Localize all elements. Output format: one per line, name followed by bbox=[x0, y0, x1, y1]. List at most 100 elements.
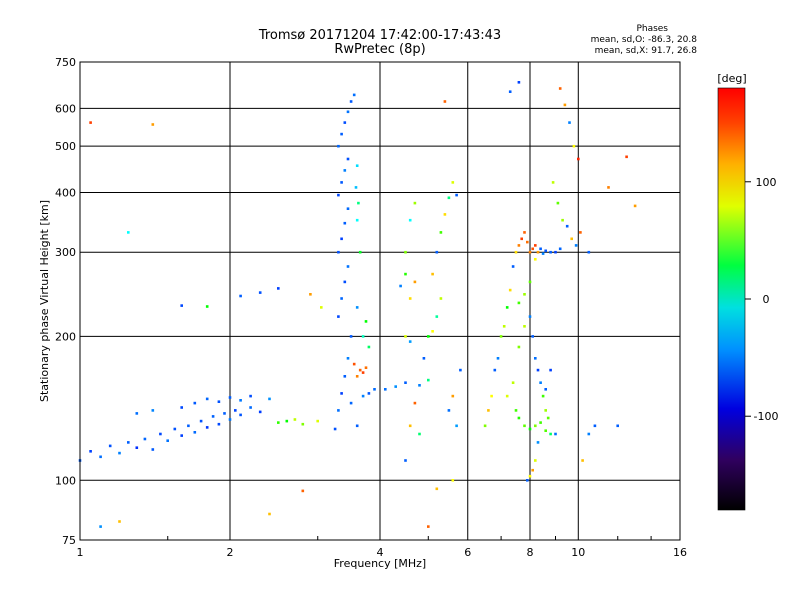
data-point bbox=[408, 218, 412, 222]
data-point bbox=[593, 424, 597, 428]
data-point bbox=[633, 204, 637, 208]
data-point bbox=[361, 371, 365, 374]
data-point bbox=[337, 250, 340, 254]
data-point bbox=[439, 231, 443, 234]
data-point bbox=[239, 399, 242, 402]
data-point bbox=[361, 335, 365, 338]
data-point bbox=[346, 207, 350, 210]
data-point bbox=[534, 424, 537, 428]
data-point bbox=[340, 237, 343, 241]
x-tick-label: 1 bbox=[77, 546, 84, 559]
data-point bbox=[554, 432, 557, 436]
data-point bbox=[193, 431, 197, 434]
data-point bbox=[151, 409, 155, 412]
data-point bbox=[443, 100, 447, 103]
data-point bbox=[568, 121, 571, 124]
data-point bbox=[228, 396, 232, 399]
data-point bbox=[408, 340, 412, 343]
colorbar-tick-label: 0 bbox=[763, 293, 770, 306]
data-point bbox=[404, 272, 407, 276]
data-point bbox=[490, 394, 493, 398]
data-point bbox=[159, 432, 162, 436]
data-point bbox=[528, 250, 532, 254]
data-point bbox=[99, 525, 102, 528]
chart-title: Tromsø 20171204 17:42:00-17:43:43 bbox=[258, 28, 501, 43]
data-point bbox=[277, 287, 280, 290]
y-tick-label: 750 bbox=[55, 56, 76, 69]
data-point bbox=[127, 441, 130, 444]
data-point bbox=[205, 426, 209, 429]
data-point bbox=[496, 357, 500, 360]
data-point bbox=[249, 406, 252, 409]
data-point bbox=[534, 459, 537, 462]
data-point bbox=[528, 315, 532, 318]
data-point bbox=[505, 306, 509, 309]
data-point bbox=[579, 231, 582, 234]
data-point bbox=[528, 280, 532, 284]
data-point bbox=[439, 297, 443, 300]
data-point bbox=[517, 244, 521, 247]
data-point bbox=[239, 294, 242, 298]
data-point bbox=[364, 320, 368, 323]
data-point bbox=[361, 394, 365, 398]
data-point bbox=[358, 368, 362, 372]
data-point bbox=[340, 181, 343, 184]
data-point bbox=[549, 368, 552, 372]
data-point bbox=[404, 250, 407, 254]
data-point bbox=[517, 345, 521, 349]
data-point bbox=[180, 406, 183, 409]
data-point bbox=[616, 424, 619, 428]
data-point bbox=[561, 218, 564, 222]
data-point bbox=[346, 110, 350, 114]
data-point bbox=[541, 394, 545, 398]
x-tick-label: 6 bbox=[464, 546, 471, 559]
data-point bbox=[455, 424, 458, 428]
data-point bbox=[228, 418, 232, 421]
data-point bbox=[563, 103, 567, 107]
data-point bbox=[151, 448, 155, 451]
phase-x-stats: mean, sd,X: 91.7, 26.8 bbox=[595, 46, 698, 56]
data-point bbox=[531, 335, 534, 338]
data-point bbox=[443, 213, 447, 216]
data-point bbox=[285, 419, 289, 423]
data-point bbox=[581, 459, 584, 462]
data-point bbox=[404, 381, 407, 384]
data-point bbox=[373, 388, 376, 391]
data-point bbox=[435, 487, 439, 491]
data-point bbox=[337, 144, 340, 148]
colorbar-label: [deg] bbox=[717, 72, 746, 85]
data-point bbox=[528, 427, 532, 431]
data-point bbox=[534, 357, 537, 360]
data-point bbox=[277, 421, 280, 424]
data-point bbox=[455, 193, 458, 197]
data-point bbox=[357, 201, 360, 205]
data-point bbox=[173, 427, 177, 431]
grid bbox=[79, 61, 681, 541]
data-point bbox=[534, 258, 537, 261]
data-point bbox=[352, 93, 356, 97]
data-point bbox=[514, 250, 518, 254]
data-point bbox=[346, 157, 350, 161]
data-point bbox=[413, 201, 417, 205]
data-point bbox=[447, 409, 451, 412]
data-point bbox=[384, 388, 387, 391]
data-point bbox=[451, 394, 455, 398]
data-point bbox=[293, 418, 297, 421]
data-point bbox=[544, 249, 547, 253]
data-point bbox=[574, 244, 578, 247]
data-point bbox=[135, 446, 139, 449]
data-point bbox=[364, 366, 368, 369]
phase-o-stats: mean, sd,O: -86.3, 20.8 bbox=[591, 35, 698, 45]
data-point bbox=[217, 400, 221, 403]
plot-frame bbox=[79, 61, 681, 541]
y-tick-label: 75 bbox=[62, 534, 76, 547]
y-tick-label: 400 bbox=[55, 186, 76, 199]
data-point bbox=[249, 394, 252, 398]
data-point bbox=[587, 250, 591, 254]
data-point bbox=[301, 422, 305, 426]
data-point bbox=[404, 335, 407, 338]
x-tick-label: 2 bbox=[227, 546, 234, 559]
data-point bbox=[544, 409, 547, 412]
data-point bbox=[205, 397, 209, 401]
data-point bbox=[572, 144, 576, 148]
